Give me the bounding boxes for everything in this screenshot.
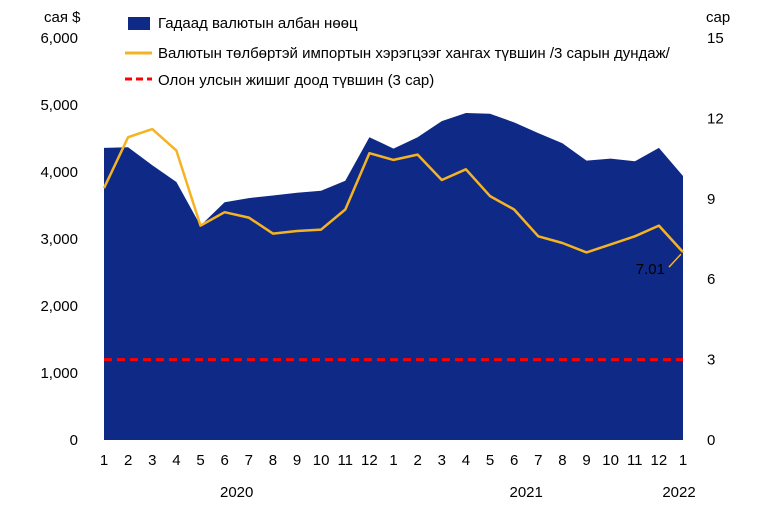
left-axis-tick-label: 2,000 bbox=[40, 298, 78, 315]
left-axis-tick-label: 0 bbox=[70, 432, 78, 449]
left-axis-tick-label: 3,000 bbox=[40, 231, 78, 248]
annotation-leader-line bbox=[668, 253, 682, 268]
right-axis-tick-label: 0 bbox=[707, 432, 715, 449]
x-axis-tick-label: 7 bbox=[534, 452, 542, 469]
x-axis-tick-label: 9 bbox=[293, 452, 301, 469]
legend-label-import-cover: Валютын төлбөртэй импортын хэрэгцээг хан… bbox=[158, 45, 671, 62]
legend-label-reserves: Гадаад валютын албан нөөц bbox=[158, 15, 358, 32]
x-axis-year-label: 2022 bbox=[662, 484, 695, 501]
x-axis-tick-label: 5 bbox=[196, 452, 204, 469]
x-axis-tick-label: 8 bbox=[558, 452, 566, 469]
right-axis-unit-label: сар bbox=[706, 9, 730, 26]
left-axis-tick-label: 1,000 bbox=[40, 365, 78, 382]
left-axis-unit-label: сая $ bbox=[44, 9, 81, 26]
x-axis-tick-label: 2 bbox=[413, 452, 421, 469]
x-axis-tick-label: 4 bbox=[172, 452, 180, 469]
x-axis-tick-label: 3 bbox=[438, 452, 446, 469]
x-axis-tick-label: 10 bbox=[602, 452, 619, 469]
lines-layer: 7.01 bbox=[102, 127, 684, 362]
x-axis-tick-label: 2 bbox=[124, 452, 132, 469]
right-axis-tick-label: 15 bbox=[707, 30, 724, 47]
x-axis-tick-label: 1 bbox=[389, 452, 397, 469]
x-axis-tick-label: 11 bbox=[337, 452, 353, 469]
left-axis-tick-label: 4,000 bbox=[40, 164, 78, 181]
x-axis-tick-label: 12 bbox=[651, 452, 668, 469]
legend-swatch-reserves bbox=[128, 17, 150, 30]
right-axis-tick-label: 9 bbox=[707, 191, 715, 208]
x-axis-tick-label: 9 bbox=[582, 452, 590, 469]
x-axis-tick-label: 3 bbox=[148, 452, 156, 469]
right-axis-tick-label: 3 bbox=[707, 352, 715, 369]
reserves-area-layer bbox=[104, 113, 683, 440]
x-axis-tick-label: 6 bbox=[510, 452, 518, 469]
x-axis-year-label: 2020 bbox=[220, 484, 253, 501]
legend: Гадаад валютын албан нөөц Валютын төлбөр… bbox=[125, 15, 671, 89]
x-axis-tick-label: 1 bbox=[679, 452, 687, 469]
right-axis-tick-label: 6 bbox=[707, 271, 715, 288]
x-axis-tick-label: 4 bbox=[462, 452, 470, 469]
x-axis-tick-label: 12 bbox=[361, 452, 378, 469]
legend-label-benchmark: Олон улсын жишиг доод түвшин (3 сар) bbox=[158, 72, 434, 89]
x-axis-tick-label: 11 bbox=[627, 452, 643, 469]
right-axis-tick-label: 12 bbox=[707, 110, 724, 127]
x-axis-tick-label: 7 bbox=[245, 452, 253, 469]
left-axis-tick-label: 5,000 bbox=[40, 97, 78, 114]
series-import-cover-line bbox=[102, 127, 684, 254]
x-axis-tick-label: 6 bbox=[220, 452, 228, 469]
annotation-label: 7.01 bbox=[636, 261, 665, 278]
series-reserves-area bbox=[104, 113, 683, 440]
x-axis-tick-label: 1 bbox=[100, 452, 108, 469]
x-axis-tick-label: 8 bbox=[269, 452, 277, 469]
x-axis-tick-label: 10 bbox=[313, 452, 330, 469]
x-axis-tick-label: 5 bbox=[486, 452, 494, 469]
x-axis-year-label: 2021 bbox=[510, 484, 543, 501]
axes-layer: 01,0002,0003,0004,0005,0006,000036912151… bbox=[40, 30, 723, 501]
left-axis-tick-label: 6,000 bbox=[40, 30, 78, 47]
